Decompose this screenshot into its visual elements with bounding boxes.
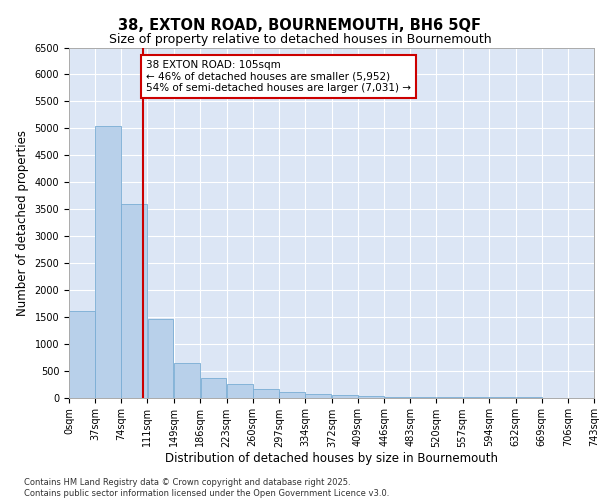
Text: 38 EXTON ROAD: 105sqm
← 46% of detached houses are smaller (5,952)
54% of semi-d: 38 EXTON ROAD: 105sqm ← 46% of detached … (146, 60, 411, 93)
Bar (200, 378, 226, 398)
Bar (253, 389, 279, 398)
Bar (305, 394, 331, 398)
Bar (279, 392, 305, 398)
Bar (69, 312, 95, 398)
Bar (384, 396, 410, 398)
Bar (227, 384, 253, 398)
Bar (358, 396, 384, 398)
Text: Contains HM Land Registry data © Crown copyright and database right 2025.
Contai: Contains HM Land Registry data © Crown c… (24, 478, 389, 498)
Bar (121, 204, 148, 398)
Bar (148, 320, 173, 398)
Y-axis label: Number of detached properties: Number of detached properties (16, 130, 29, 316)
Text: 38, EXTON ROAD, BOURNEMOUTH, BH6 5QF: 38, EXTON ROAD, BOURNEMOUTH, BH6 5QF (119, 18, 482, 32)
Text: Size of property relative to detached houses in Bournemouth: Size of property relative to detached ho… (109, 32, 491, 46)
X-axis label: Distribution of detached houses by size in Bournemouth: Distribution of detached houses by size … (165, 452, 498, 466)
Bar (95, 126, 121, 398)
Bar (332, 395, 358, 398)
Bar (175, 362, 200, 398)
